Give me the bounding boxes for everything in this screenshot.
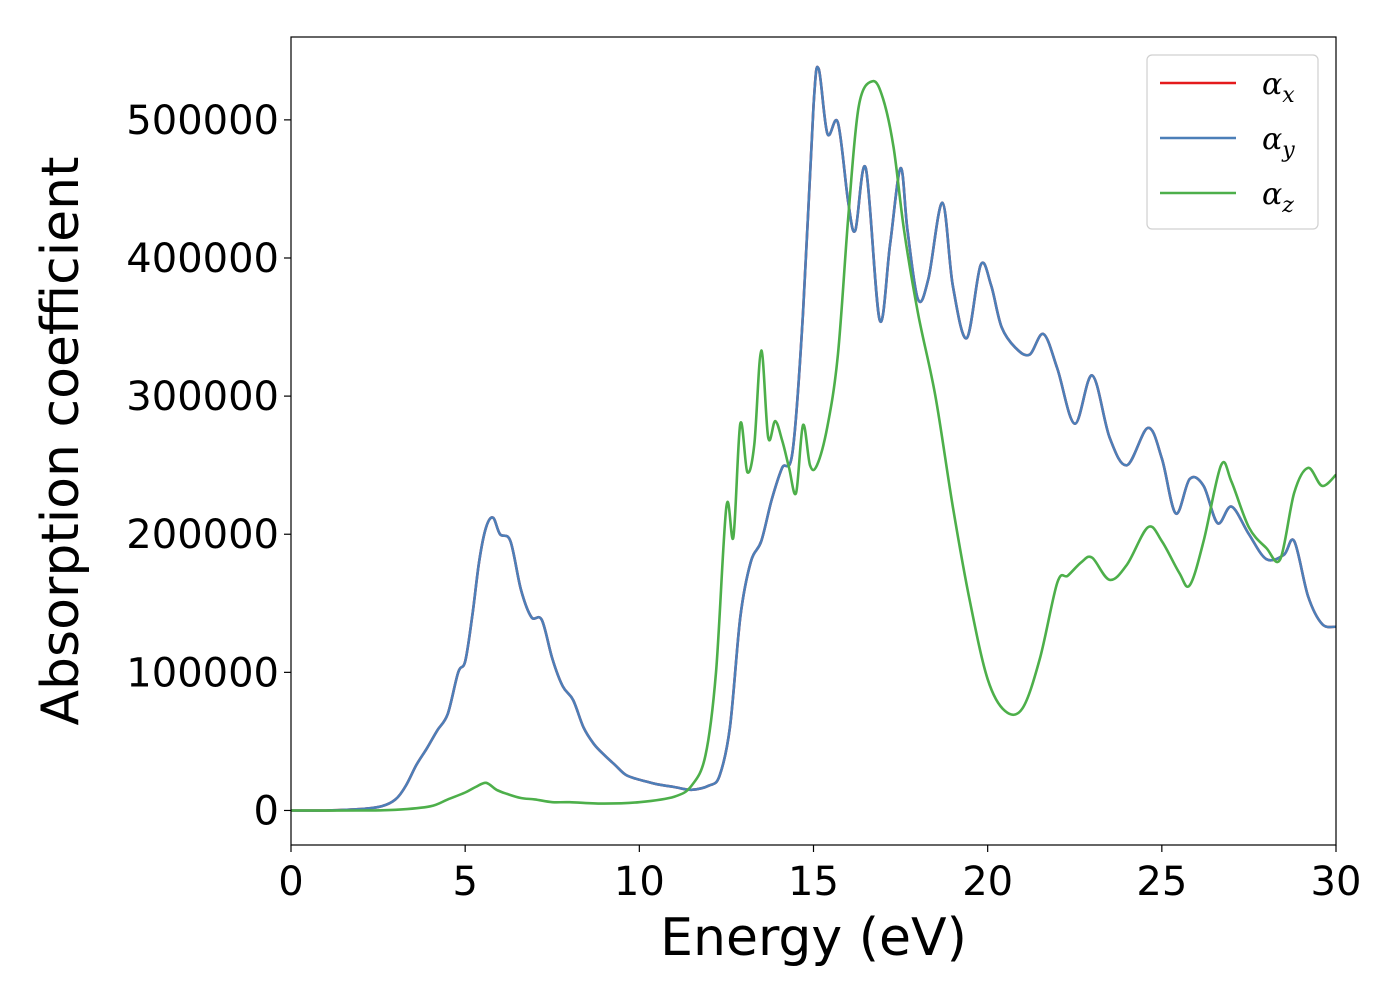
x-axis-label: Energy (eV) [660,908,967,968]
y-tick-label: 0 [254,788,279,834]
y-tick-label: 100000 [126,650,279,696]
y-axis-ticks: 0 100000 200000 300000 400000 500000 [126,98,291,834]
legend: αx αy αz [1146,54,1319,230]
series-line-z [291,79,1336,812]
legend-box [1146,54,1319,230]
y-tick-label: 500000 [126,98,279,144]
x-tick-label: 30 [1311,859,1362,905]
x-axis-ticks: 0 5 10 15 20 25 30 [278,845,1361,905]
y-axis-label: Absorption coefficient [31,156,91,725]
legend-label-y: αy [1262,122,1295,163]
series-layer [291,65,1336,812]
y-tick-label: 200000 [126,512,279,558]
y-tick-label: 400000 [126,236,279,282]
x-tick-label: 10 [614,859,665,905]
legend-label-x: αx [1262,67,1295,108]
series-line-y [291,65,1336,812]
x-tick-label: 5 [452,859,477,905]
x-tick-label: 25 [1136,859,1187,905]
legend-label-z: αz [1262,177,1294,218]
x-tick-label: 15 [788,859,839,905]
x-tick-label: 0 [278,859,303,905]
x-tick-label: 20 [962,859,1013,905]
y-tick-label: 300000 [126,374,279,420]
